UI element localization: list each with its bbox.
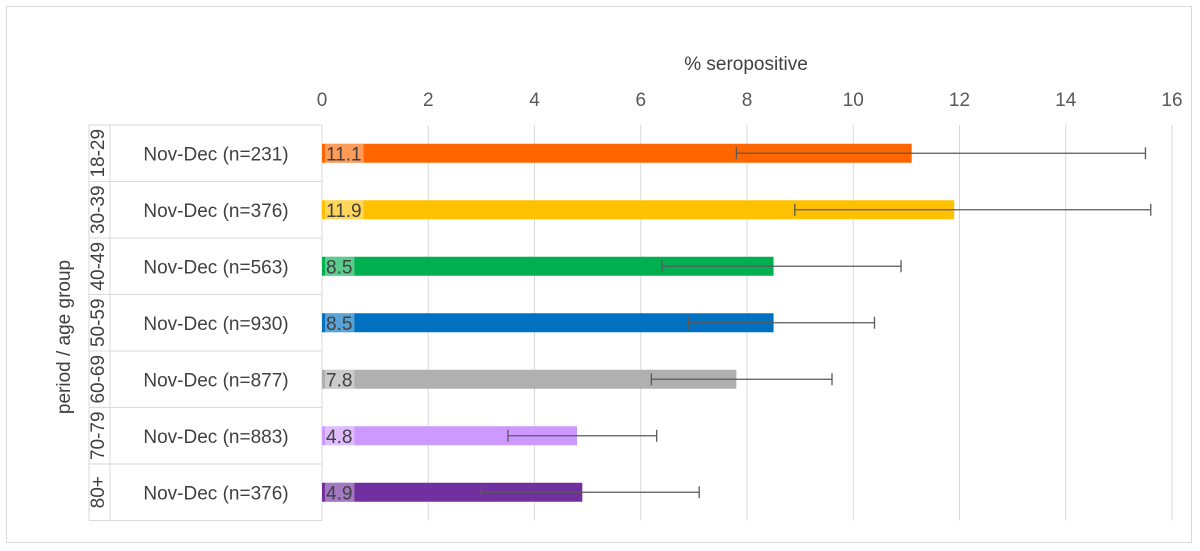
period-label: Nov-Dec (n=930): [143, 314, 288, 335]
x-tick-labels: 0 2 4 6 8 10 12 14 16: [317, 90, 1183, 111]
age-group-label: 80+: [88, 476, 109, 508]
period-label: Nov-Dec (n=877): [143, 370, 288, 391]
bar: [322, 369, 737, 389]
age-group-label: 70-79: [88, 411, 109, 460]
category-table: 18-29 Nov-Dec (n=231) 30-39 Nov-Dec (n=376)…: [88, 124, 323, 521]
value-label: 4.8: [326, 427, 352, 448]
value-label-background: [325, 200, 364, 220]
x-axis-title: % seropositive: [684, 54, 808, 75]
chart-svg: 18-29 Nov-Dec (n=231) 30-39 Nov-Dec (n=376)…: [54, 54, 1183, 521]
value-label-background: [325, 256, 355, 276]
period-label: Nov-Dec (n=376): [143, 483, 288, 504]
bar: [322, 482, 583, 502]
value-labels: 11.1 11.9 8.5 8.5 7.8 4.8 4.9: [325, 143, 364, 504]
value-label-background: [325, 426, 355, 446]
value-label-background: [325, 313, 355, 333]
value-label: 7.8: [326, 370, 352, 391]
period-label: Nov-Dec (n=231): [143, 144, 288, 165]
x-tick-label: 12: [949, 90, 970, 111]
y-axis-title: period / age group: [54, 260, 75, 414]
x-tick-label: 8: [742, 90, 753, 111]
bar: [322, 143, 912, 163]
chart-frame: 18-29 Nov-Dec (n=231) 30-39 Nov-Dec (n=376)…: [6, 6, 1192, 543]
value-label: 4.9: [326, 483, 352, 504]
x-tick-label: 6: [635, 90, 646, 111]
value-label-background: [325, 369, 355, 389]
value-label: 8.5: [326, 257, 352, 278]
bar: [322, 200, 955, 220]
x-tick-label: 2: [423, 90, 434, 111]
age-group-label: 30-39: [88, 185, 109, 234]
age-group-label: 50-59: [88, 298, 109, 347]
age-group-label: 18-29: [88, 129, 109, 178]
value-label: 11.1: [326, 144, 362, 165]
value-label-background: [325, 143, 364, 163]
bar: [322, 256, 774, 276]
x-tick-label: 4: [529, 90, 540, 111]
age-group-label: 40-49: [88, 242, 109, 291]
period-label: Nov-Dec (n=376): [143, 201, 288, 222]
x-tick-label: 16: [1161, 90, 1182, 111]
bar: [322, 426, 577, 446]
period-label: Nov-Dec (n=883): [143, 427, 288, 448]
period-label: Nov-Dec (n=563): [143, 257, 288, 278]
age-group-label: 60-69: [88, 355, 109, 404]
bars: [322, 143, 955, 502]
error-bars: [480, 147, 1152, 499]
value-label-background: [325, 482, 355, 502]
x-tick-label: 0: [317, 90, 328, 111]
x-tick-label: 10: [843, 90, 864, 111]
value-label: 8.5: [326, 314, 352, 335]
value-label: 11.9: [326, 201, 362, 222]
bar: [322, 313, 774, 333]
x-tick-label: 14: [1055, 90, 1077, 111]
